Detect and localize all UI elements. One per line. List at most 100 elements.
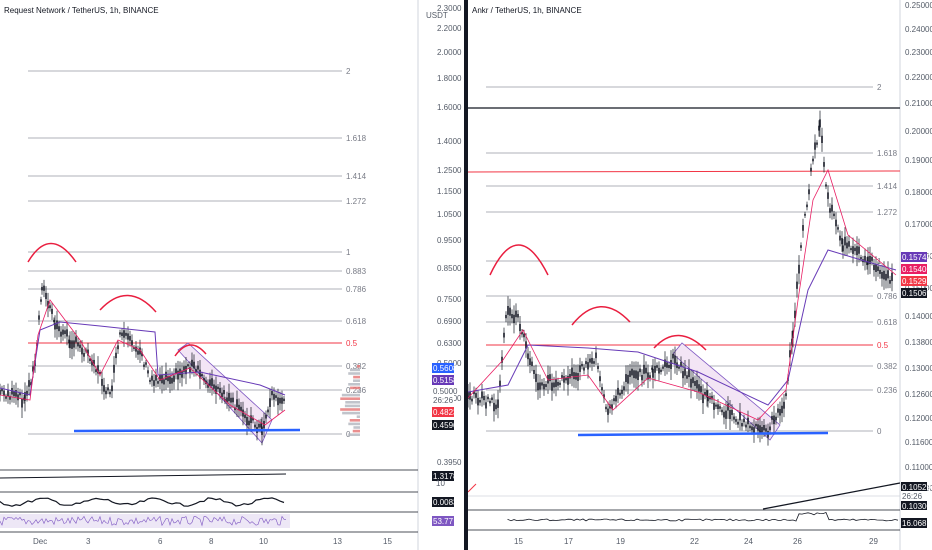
candle-body bbox=[43, 285, 45, 291]
candle-body bbox=[567, 375, 569, 385]
trend-line bbox=[762, 482, 901, 510]
candle-body bbox=[240, 406, 242, 412]
candle-body bbox=[81, 347, 83, 355]
candle-body bbox=[135, 346, 137, 352]
volume-profile-bar bbox=[349, 419, 360, 422]
candle-body bbox=[664, 359, 666, 367]
candle-body bbox=[501, 356, 503, 363]
candle-body bbox=[56, 320, 58, 330]
candle-body bbox=[183, 366, 185, 372]
candle-body bbox=[819, 119, 821, 128]
chart-divider[interactable] bbox=[464, 0, 468, 550]
candle-body bbox=[507, 306, 509, 315]
candle-body bbox=[627, 374, 629, 384]
x-tick-label: 24 bbox=[744, 537, 753, 546]
price-badge bbox=[432, 375, 454, 385]
price-badge-text: 26:26 bbox=[433, 396, 454, 405]
candle-body bbox=[511, 314, 513, 319]
candle-body bbox=[221, 392, 223, 398]
candle-body bbox=[645, 367, 647, 374]
candle-body bbox=[723, 411, 725, 418]
candle-body bbox=[745, 424, 747, 428]
price-badge-text: 0.4823 bbox=[433, 408, 458, 417]
candle-body bbox=[279, 397, 281, 404]
fib-level-label: 0.382 bbox=[346, 362, 367, 371]
candle-body bbox=[887, 270, 889, 279]
candle-body bbox=[26, 390, 28, 396]
candle-body bbox=[75, 336, 77, 343]
fib-level-label: 0.5 bbox=[346, 339, 358, 348]
candle-body bbox=[873, 264, 875, 271]
candle-body bbox=[3, 390, 5, 396]
candle-body bbox=[62, 329, 64, 335]
y-tick-label: 1.6000 bbox=[437, 103, 462, 112]
candle-body bbox=[729, 410, 731, 420]
volume-profile-bar bbox=[350, 386, 360, 390]
candle-body bbox=[551, 382, 553, 391]
y-tick-label: 2.0000 bbox=[437, 48, 462, 57]
y-tick-label: 0.18000 bbox=[905, 188, 932, 197]
candle-body bbox=[267, 409, 269, 413]
candle-body bbox=[694, 380, 696, 386]
candle-body bbox=[631, 368, 633, 376]
candle-body bbox=[652, 368, 654, 378]
indicator-badge bbox=[432, 497, 454, 507]
fib-level-label: 1.272 bbox=[346, 197, 367, 206]
right-chart-panel[interactable]: Ankr / TetherUS, 1h, BINANCE 0.25000 0.24… bbox=[468, 0, 932, 550]
candle-body bbox=[199, 369, 201, 379]
right-chart-canvas[interactable]: 0.25000 0.24000 0.23000 0.22000 0.21000 0.200… bbox=[468, 0, 932, 550]
x-tick-label: 8 bbox=[209, 537, 214, 546]
candle-body bbox=[211, 378, 213, 386]
candle-body bbox=[823, 162, 825, 167]
candle-body bbox=[543, 383, 545, 390]
candle-body bbox=[203, 378, 205, 382]
candle-body bbox=[230, 397, 232, 403]
candle-body bbox=[523, 333, 525, 338]
candle-body bbox=[674, 355, 676, 364]
candle-body bbox=[866, 261, 868, 266]
candle-body bbox=[743, 418, 745, 423]
price-badge-text: 0.15406 bbox=[902, 265, 931, 274]
price-badge bbox=[432, 395, 454, 405]
fib-level-label: 1.618 bbox=[346, 134, 367, 143]
candle-body bbox=[40, 299, 42, 302]
candle-body bbox=[597, 366, 599, 369]
candle-body bbox=[497, 399, 499, 408]
candle-body bbox=[783, 401, 785, 409]
candle-body bbox=[73, 340, 75, 348]
candle-body bbox=[173, 375, 175, 382]
candle-body bbox=[537, 382, 539, 391]
volume-profile-bar bbox=[356, 390, 360, 393]
price-badge bbox=[901, 288, 927, 298]
fib-level-label: 1.618 bbox=[877, 149, 898, 158]
candle-body bbox=[145, 362, 147, 365]
candle-body bbox=[97, 365, 99, 374]
candle-body bbox=[171, 377, 173, 384]
candle-body bbox=[265, 414, 267, 419]
candle-body bbox=[565, 377, 567, 381]
candle-body bbox=[234, 407, 236, 411]
candle-body bbox=[688, 368, 690, 378]
indicator-badge bbox=[432, 516, 454, 526]
candle-body bbox=[621, 389, 623, 394]
candle-body bbox=[747, 417, 749, 425]
candle-body bbox=[519, 323, 521, 332]
fib-level-label: 0.786 bbox=[346, 285, 367, 294]
indicator-badge-text: 1.3178 bbox=[433, 472, 458, 481]
candle-body bbox=[867, 256, 869, 265]
candle-body bbox=[219, 387, 221, 394]
left-chart-panel[interactable]: Request Network / TetherUS, 1h, BINANCE … bbox=[0, 0, 464, 550]
candle-body bbox=[491, 397, 493, 401]
candle-body bbox=[827, 192, 829, 199]
candle-body bbox=[637, 371, 639, 381]
indicator-line bbox=[0, 497, 285, 507]
indicator-line bbox=[0, 473, 287, 479]
support-line bbox=[73, 428, 301, 433]
candle-body bbox=[91, 360, 93, 366]
candle-body bbox=[891, 272, 893, 282]
left-chart-canvas[interactable]: 2.3000 2.2000 2.0000 1.8000 1.6000 1.4000 1.25… bbox=[0, 0, 464, 550]
candle-body bbox=[735, 419, 737, 422]
candle-body bbox=[875, 264, 877, 272]
candle-body bbox=[666, 362, 668, 368]
candle-body bbox=[123, 330, 125, 338]
